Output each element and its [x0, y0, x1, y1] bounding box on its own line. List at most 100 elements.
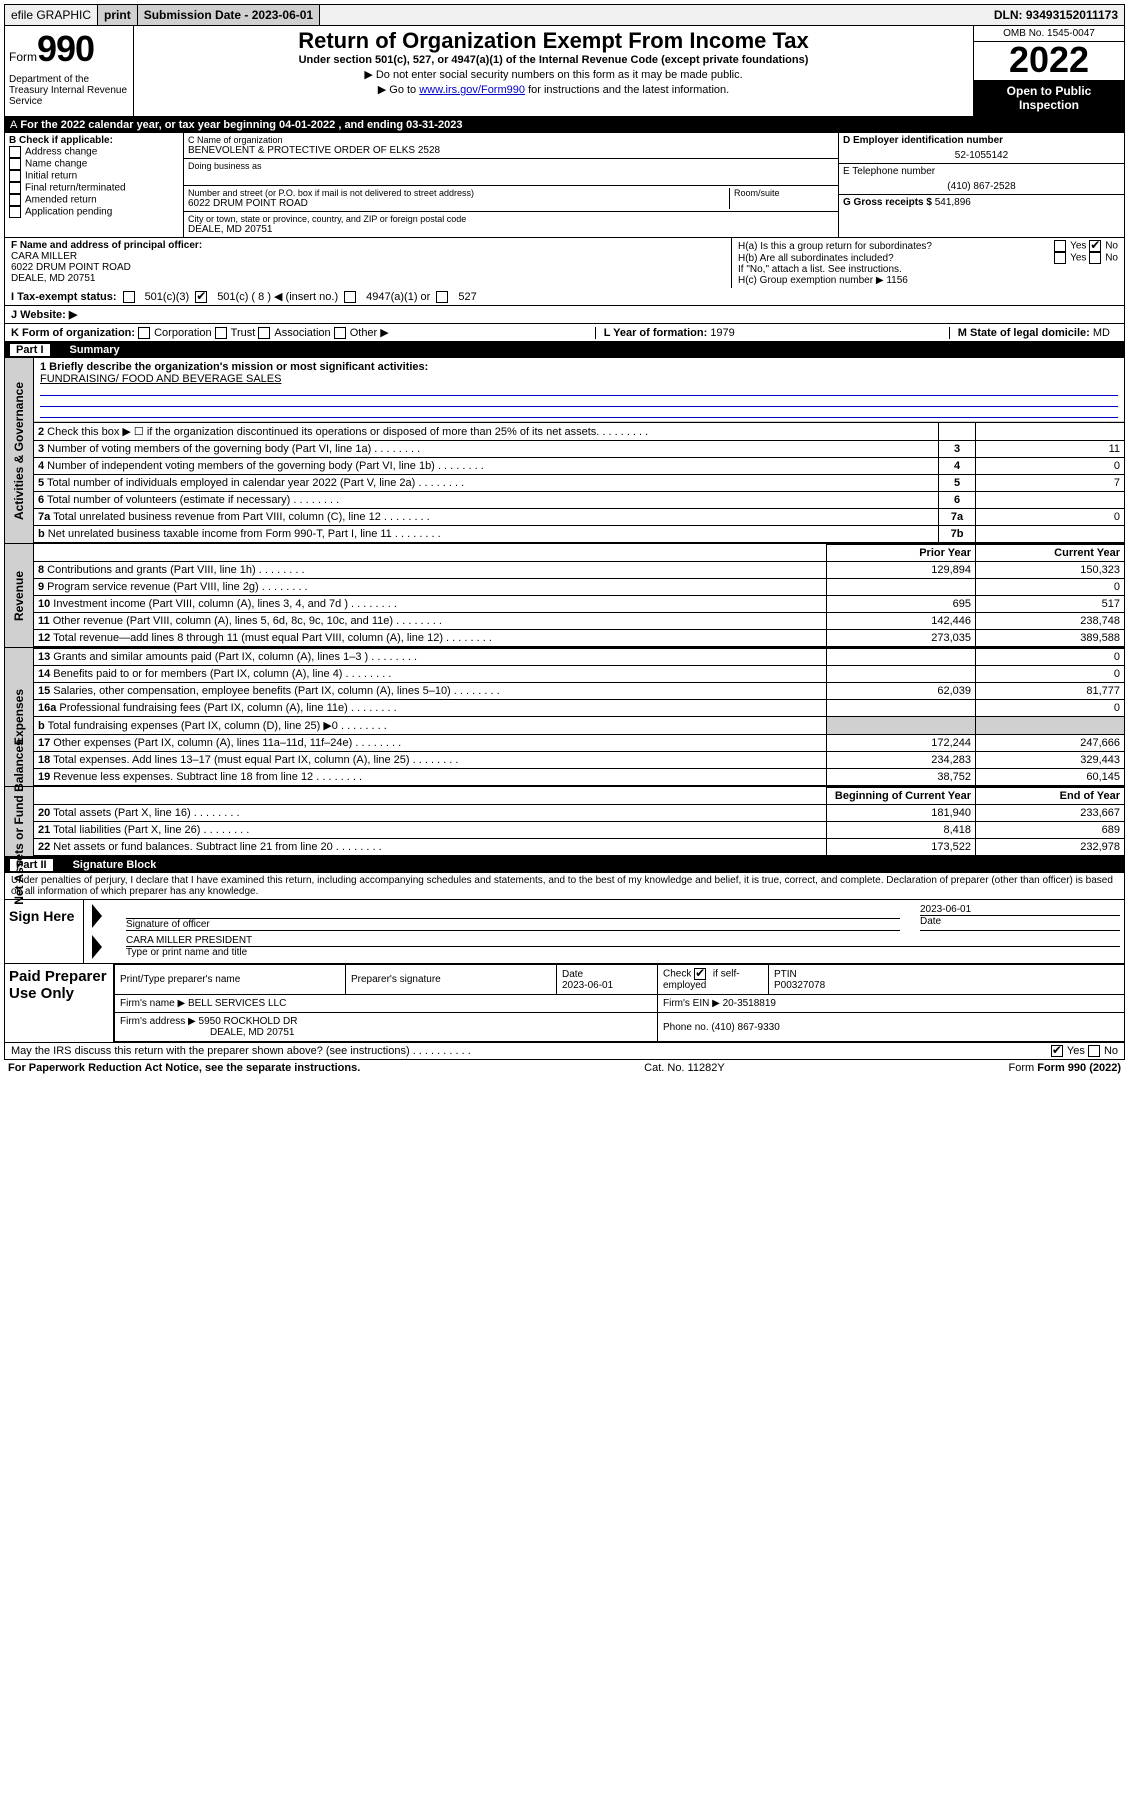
- table-row: 21 Total liabilities (Part X, line 26) 8…: [34, 822, 1124, 839]
- line-value: [976, 526, 1125, 543]
- m-label: M State of legal domicile:: [958, 327, 1090, 339]
- prior-value: 181,940: [827, 805, 976, 822]
- cb-name-change[interactable]: [9, 158, 21, 170]
- line-desc: 3 Number of voting members of the govern…: [34, 441, 939, 458]
- cb-initial-return[interactable]: [9, 170, 21, 182]
- cb-hb-no[interactable]: [1089, 252, 1101, 264]
- phone-value: (410) 867-2528: [843, 181, 1120, 192]
- firm-name: BELL SERVICES LLC: [188, 998, 286, 1009]
- ha-yes-label: Yes: [1070, 241, 1086, 252]
- cb-ha-no[interactable]: [1089, 240, 1101, 252]
- prior-year-header: Prior Year: [827, 545, 976, 562]
- irs-link[interactable]: www.irs.gov/Form990: [419, 84, 525, 96]
- table-row: 3 Number of voting members of the govern…: [34, 441, 1124, 458]
- line-desc: 7a Total unrelated business revenue from…: [34, 509, 939, 526]
- cb-ha-yes[interactable]: [1054, 240, 1066, 252]
- line-1: 1 Briefly describe the organization's mi…: [34, 358, 1124, 422]
- opt-assoc: Association: [274, 327, 330, 339]
- cb-501c3[interactable]: [123, 291, 135, 303]
- print-button[interactable]: print: [98, 5, 138, 25]
- prior-value: 38,752: [827, 769, 976, 786]
- gross-label: G Gross receipts $: [843, 197, 932, 208]
- cb-hb-yes[interactable]: [1054, 252, 1066, 264]
- cb-501c[interactable]: [195, 291, 207, 303]
- year-box: OMB No. 1545-0047 2022 Open to Public In…: [973, 26, 1124, 116]
- org-name-label: C Name of organization: [188, 135, 834, 145]
- discuss-yes-label: Yes: [1067, 1045, 1085, 1057]
- table-row: 15 Salaries, other compensation, employe…: [34, 683, 1124, 700]
- cb-application-pending[interactable]: [9, 206, 21, 218]
- prior-value: 234,283: [827, 752, 976, 769]
- l-label: L Year of formation:: [604, 327, 708, 339]
- prior-value: 142,446: [827, 613, 976, 630]
- opt-amended-return: Amended return: [25, 195, 97, 206]
- footer-left: For Paperwork Reduction Act Notice, see …: [8, 1062, 360, 1074]
- opt-501c3: 501(c)(3): [145, 291, 190, 303]
- paid-preparer-block: Paid Preparer Use Only Print/Type prepar…: [5, 963, 1124, 1042]
- cb-other[interactable]: [334, 327, 346, 339]
- cb-4947[interactable]: [344, 291, 356, 303]
- prep-date-label: Date: [562, 969, 583, 980]
- section-governance: Activities & Governance 1 Briefly descri…: [4, 358, 1125, 544]
- cb-address-change[interactable]: [9, 146, 21, 158]
- table-row: 11 Other revenue (Part VIII, column (A),…: [34, 613, 1124, 630]
- line-desc: 4 Number of independent voting members o…: [34, 458, 939, 475]
- firm-name-label: Firm's name ▶: [120, 998, 185, 1009]
- line-desc: 21 Total liabilities (Part X, line 26): [34, 822, 827, 839]
- table-row: 20 Total assets (Part X, line 16) 181,94…: [34, 805, 1124, 822]
- cb-527[interactable]: [436, 291, 448, 303]
- form-word: Form: [9, 50, 37, 64]
- cb-amended-return[interactable]: [9, 194, 21, 206]
- current-value: 232,978: [976, 839, 1125, 856]
- cb-corp[interactable]: [138, 327, 150, 339]
- line-value: 11: [976, 441, 1125, 458]
- cb-trust[interactable]: [215, 327, 227, 339]
- cb-discuss-no[interactable]: [1088, 1045, 1100, 1057]
- line-desc: 9 Program service revenue (Part VIII, li…: [34, 579, 827, 596]
- discuss-text: May the IRS discuss this return with the…: [11, 1045, 410, 1057]
- officer-name: CARA MILLER: [11, 251, 77, 262]
- expense-table: 13 Grants and similar amounts paid (Part…: [34, 648, 1124, 786]
- firm-ein-label: Firm's EIN ▶: [663, 998, 720, 1009]
- l-value: 1979: [710, 327, 734, 339]
- open-public-badge: Open to Public Inspection: [974, 80, 1124, 116]
- current-value: 81,777: [976, 683, 1125, 700]
- dln-label: DLN: 93493152011173: [988, 5, 1124, 25]
- table-row: 12 Total revenue—add lines 8 through 11 …: [34, 630, 1124, 647]
- prior-value: 173,522: [827, 839, 976, 856]
- discuss-no-label: No: [1104, 1045, 1118, 1057]
- line-desc: b Net unrelated business taxable income …: [34, 526, 939, 543]
- line-desc: 2 Check this box ▶ ☐ if the organization…: [34, 423, 939, 441]
- city-label: City or town, state or province, country…: [188, 214, 834, 224]
- sig-name-title: CARA MILLER PRESIDENT: [126, 935, 1120, 946]
- opt-initial-return: Initial return: [25, 171, 77, 182]
- balance-table: Beginning of Current Year End of Year 20…: [34, 787, 1124, 856]
- current-value: 238,748: [976, 613, 1125, 630]
- line-desc: 12 Total revenue—add lines 8 through 11 …: [34, 630, 827, 647]
- dba-value: [188, 171, 834, 183]
- line-desc: 8 Contributions and grants (Part VIII, l…: [34, 562, 827, 579]
- b-label: B Check if applicable:: [9, 135, 113, 146]
- section-c: C Name of organization BENEVOLENT & PROT…: [184, 133, 838, 237]
- opt-501c: 501(c) ( 8 ) ◀ (insert no.): [217, 290, 338, 303]
- part-i-header: Part I Summary: [4, 342, 1125, 358]
- cb-self-employed[interactable]: [694, 968, 706, 980]
- cb-discuss-yes[interactable]: [1051, 1045, 1063, 1057]
- arrow-icon: [92, 904, 102, 928]
- form-number: 990: [37, 28, 94, 70]
- form-subtitle: Under section 501(c), 527, or 4947(a)(1)…: [138, 54, 969, 66]
- sig-date-label: Date: [920, 915, 1120, 927]
- table-row: 6 Total number of volunteers (estimate i…: [34, 492, 1124, 509]
- efile-label: efile GRAPHIC: [5, 5, 98, 25]
- prior-value: 172,244: [827, 735, 976, 752]
- table-row: 7a Total unrelated business revenue from…: [34, 509, 1124, 526]
- table-row: 10 Investment income (Part VIII, column …: [34, 596, 1124, 613]
- sig-officer-label: Signature of officer: [126, 918, 900, 930]
- sig-date: 2023-06-01: [920, 904, 1120, 915]
- hb-yes-label: Yes: [1070, 253, 1086, 264]
- cb-final-return[interactable]: [9, 182, 21, 194]
- cb-assoc[interactable]: [258, 327, 270, 339]
- line-value: 0: [976, 509, 1125, 526]
- prior-value: [827, 717, 976, 735]
- street-value: 6022 DRUM POINT ROAD: [188, 198, 729, 209]
